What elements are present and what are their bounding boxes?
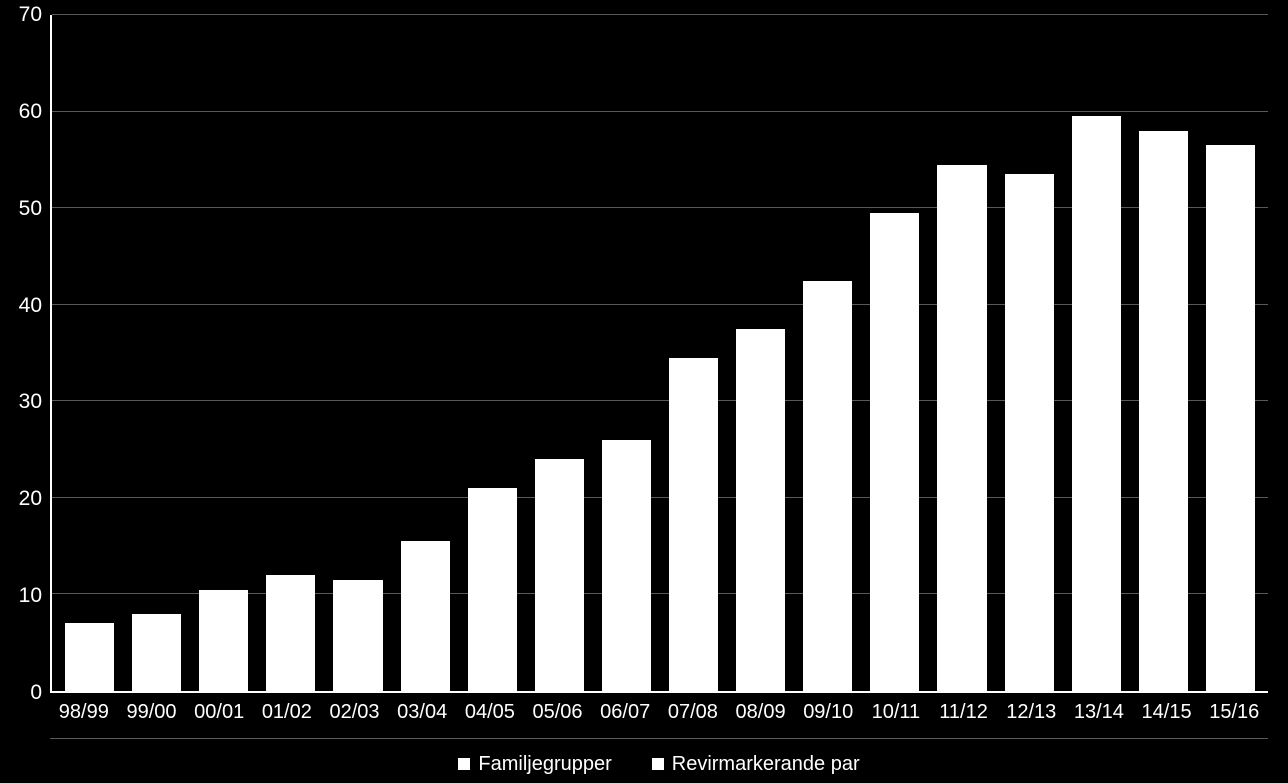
bar-group	[727, 15, 794, 691]
bar-group	[996, 15, 1063, 691]
x-tick-label: 03/04	[388, 693, 456, 738]
bar-chart: 0 10 20 30 40 50 60 70 98/9999/0000/0101/0202/0…	[0, 0, 1288, 783]
bar-revirmarkerande-par	[425, 541, 450, 691]
bar-familjegrupper	[870, 213, 895, 691]
bar-familjegrupper	[1005, 174, 1030, 691]
bar-group	[794, 15, 861, 691]
x-tick-label: 13/14	[1065, 693, 1133, 738]
x-tick-label: 99/00	[118, 693, 186, 738]
bar-revirmarkerande-par	[895, 213, 920, 691]
plot	[50, 15, 1268, 693]
y-tick-label: 50	[19, 197, 42, 221]
x-tick-label: 05/06	[524, 693, 592, 738]
y-tick-label: 30	[19, 390, 42, 414]
x-tick-label: 02/03	[321, 693, 389, 738]
bar-revirmarkerande-par	[90, 623, 115, 691]
bar-familjegrupper	[1139, 131, 1164, 691]
x-tick-label: 09/10	[794, 693, 862, 738]
bar-group	[593, 15, 660, 691]
bar-revirmarkerande-par	[1163, 131, 1188, 691]
legend: Familjegrupper Revirmarkerande par	[50, 738, 1268, 783]
bar-revirmarkerande-par	[492, 488, 517, 691]
bar-familjegrupper	[669, 358, 694, 691]
bar-familjegrupper	[65, 623, 90, 691]
bar-group	[1063, 15, 1130, 691]
bar-familjegrupper	[937, 165, 962, 691]
bar-group	[1130, 15, 1197, 691]
bar-revirmarkerande-par	[358, 580, 383, 691]
bar-group	[56, 15, 123, 691]
bar-revirmarkerande-par	[1029, 174, 1054, 691]
x-tick-label: 06/07	[591, 693, 659, 738]
bar-familjegrupper	[736, 329, 761, 691]
bar-revirmarkerande-par	[1230, 145, 1255, 691]
y-axis: 010203040506070	[0, 0, 50, 693]
bar-familjegrupper	[401, 541, 426, 691]
bar-revirmarkerande-par	[559, 459, 584, 691]
bar-revirmarkerande-par	[761, 329, 786, 691]
bar-group	[324, 15, 391, 691]
x-tick-label: 10/11	[862, 693, 930, 738]
x-tick-label: 15/16	[1200, 693, 1268, 738]
x-tick-label: 00/01	[185, 693, 253, 738]
bar-group	[928, 15, 995, 691]
x-tick-label: 08/09	[727, 693, 795, 738]
bar-familjegrupper	[333, 580, 358, 691]
bar-revirmarkerande-par	[224, 590, 249, 691]
legend-label: Familjegrupper	[478, 753, 611, 776]
x-tick-label: 14/15	[1133, 693, 1201, 738]
bar-group	[257, 15, 324, 691]
x-tick-label: 07/08	[659, 693, 727, 738]
bar-familjegrupper	[803, 281, 828, 691]
x-tick-label: 11/12	[930, 693, 998, 738]
bar-revirmarkerande-par	[1096, 116, 1121, 691]
bar-revirmarkerande-par	[694, 358, 719, 691]
x-tick-label: 12/13	[997, 693, 1065, 738]
y-tick-label: 60	[19, 100, 42, 124]
bar-group	[1197, 15, 1264, 691]
y-tick-label: 70	[19, 3, 42, 27]
plot-area: 010203040506070	[0, 0, 1288, 693]
bar-group	[861, 15, 928, 691]
bar-group	[526, 15, 593, 691]
bar-group	[660, 15, 727, 691]
bars-container	[52, 15, 1268, 691]
legend-label: Revirmarkerande par	[672, 753, 860, 776]
bar-familjegrupper	[266, 575, 291, 691]
x-tick-label: 04/05	[456, 693, 524, 738]
x-tick-label: 01/02	[253, 693, 321, 738]
legend-item: Revirmarkerande par	[652, 753, 860, 776]
y-tick-label: 20	[19, 487, 42, 511]
legend-swatch	[652, 758, 664, 770]
bar-familjegrupper	[602, 440, 627, 691]
bar-revirmarkerande-par	[157, 614, 182, 691]
bar-familjegrupper	[1206, 145, 1231, 691]
bar-revirmarkerande-par	[291, 575, 316, 691]
bar-group	[123, 15, 190, 691]
y-tick-label: 10	[19, 584, 42, 608]
x-axis: 98/9999/0000/0101/0202/0303/0404/0505/06…	[50, 693, 1268, 738]
x-tick-label: 98/99	[50, 693, 118, 738]
bar-revirmarkerande-par	[626, 440, 651, 691]
bar-revirmarkerande-par	[828, 281, 853, 691]
bar-group	[392, 15, 459, 691]
bar-familjegrupper	[535, 459, 560, 691]
bar-group	[459, 15, 526, 691]
y-tick-label: 0	[30, 681, 42, 705]
y-tick-label: 40	[19, 294, 42, 318]
bar-revirmarkerande-par	[962, 165, 987, 691]
bar-familjegrupper	[1072, 116, 1097, 691]
bar-familjegrupper	[199, 590, 224, 691]
legend-swatch	[458, 758, 470, 770]
bar-familjegrupper	[468, 488, 493, 691]
bar-group	[190, 15, 257, 691]
legend-item: Familjegrupper	[458, 753, 611, 776]
bar-familjegrupper	[132, 614, 157, 691]
